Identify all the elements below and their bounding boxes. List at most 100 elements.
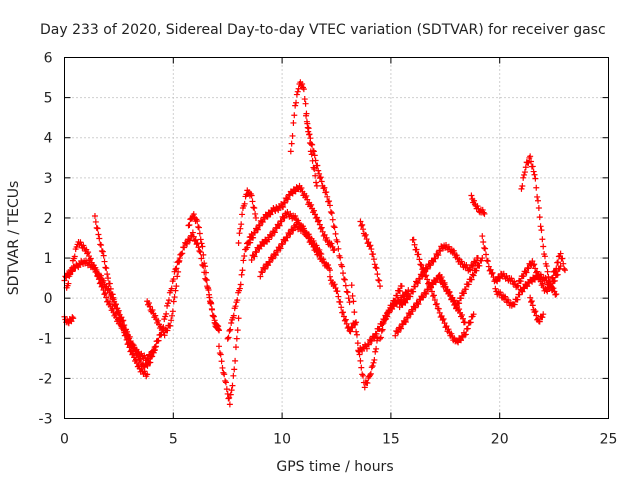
data-point xyxy=(368,246,375,253)
data-point xyxy=(256,222,263,229)
data-point xyxy=(407,293,414,300)
data-point xyxy=(241,252,248,259)
data-point xyxy=(224,390,231,397)
data-point xyxy=(315,167,322,174)
data-point xyxy=(414,280,421,287)
data-point xyxy=(469,271,476,278)
data-point xyxy=(295,217,302,224)
data-point xyxy=(280,203,287,210)
data-point xyxy=(402,299,409,306)
data-point xyxy=(100,252,107,259)
data-point xyxy=(331,224,338,231)
data-point xyxy=(424,276,431,283)
data-point xyxy=(321,184,328,191)
data-point xyxy=(259,269,266,276)
data-point xyxy=(371,356,378,363)
data-point xyxy=(415,251,422,258)
data-point xyxy=(311,207,318,214)
data-point xyxy=(539,314,546,321)
data-point xyxy=(529,302,536,309)
data-point xyxy=(351,309,358,316)
data-point xyxy=(324,193,331,200)
data-point xyxy=(519,183,526,190)
data-point xyxy=(114,305,121,312)
data-point xyxy=(313,182,320,189)
data-point xyxy=(370,256,377,263)
data-point xyxy=(527,153,534,160)
data-point xyxy=(94,225,101,232)
data-point xyxy=(435,305,442,312)
data-point xyxy=(155,337,162,344)
data-point xyxy=(370,359,377,366)
data-point xyxy=(315,217,322,224)
data-point xyxy=(561,265,568,272)
data-point xyxy=(316,221,323,228)
data-point xyxy=(298,184,305,191)
data-point xyxy=(218,358,225,365)
data-point xyxy=(325,262,332,269)
series-track-17 xyxy=(357,218,384,290)
data-point xyxy=(476,262,483,269)
data-point xyxy=(346,299,353,306)
plot-frame xyxy=(64,57,609,419)
data-point xyxy=(292,102,299,109)
y-tick-label: 2 xyxy=(44,211,53,227)
data-point xyxy=(269,255,276,262)
data-point xyxy=(100,286,107,293)
data-point xyxy=(317,174,324,181)
data-point xyxy=(287,148,294,155)
data-point xyxy=(197,249,204,256)
data-point xyxy=(464,325,471,332)
data-point xyxy=(330,223,337,230)
data-point xyxy=(235,239,242,246)
data-point xyxy=(532,265,539,272)
data-point xyxy=(199,243,206,250)
data-point xyxy=(487,266,494,273)
data-point xyxy=(440,315,447,322)
series-track-28 xyxy=(527,294,547,325)
data-point xyxy=(478,257,485,264)
data-point xyxy=(343,320,350,327)
data-point xyxy=(523,269,530,276)
data-point xyxy=(378,327,385,334)
data-point xyxy=(292,213,299,220)
data-point xyxy=(358,222,365,229)
data-point xyxy=(468,276,475,283)
data-point xyxy=(161,316,168,323)
data-point xyxy=(424,265,431,272)
data-point xyxy=(98,247,105,254)
y-tick-label: 1 xyxy=(44,251,53,267)
data-point xyxy=(412,304,419,311)
data-point xyxy=(310,237,317,244)
data-point xyxy=(197,236,204,243)
data-point xyxy=(536,214,543,221)
data-point xyxy=(310,148,317,155)
data-point xyxy=(367,372,374,379)
data-point xyxy=(303,112,310,119)
data-point xyxy=(308,151,315,158)
data-point xyxy=(331,281,338,288)
data-point xyxy=(126,344,133,351)
data-point xyxy=(427,284,434,291)
data-point xyxy=(201,260,208,267)
data-point xyxy=(339,263,346,270)
data-point xyxy=(144,371,151,378)
data-point xyxy=(281,215,288,222)
data-point xyxy=(428,283,435,290)
data-point xyxy=(375,277,382,284)
data-point xyxy=(272,252,279,259)
data-point xyxy=(337,254,344,261)
data-point xyxy=(106,300,113,307)
y-tick-label: 4 xyxy=(44,131,53,147)
data-point xyxy=(467,266,474,273)
data-point xyxy=(560,260,567,267)
data-point xyxy=(68,265,75,272)
data-point xyxy=(254,226,261,233)
data-point xyxy=(386,307,393,314)
data-point xyxy=(276,222,283,229)
data-point xyxy=(71,253,78,260)
data-point xyxy=(227,326,234,333)
series-track-19 xyxy=(377,282,405,342)
data-point xyxy=(252,214,259,221)
data-point xyxy=(341,317,348,324)
